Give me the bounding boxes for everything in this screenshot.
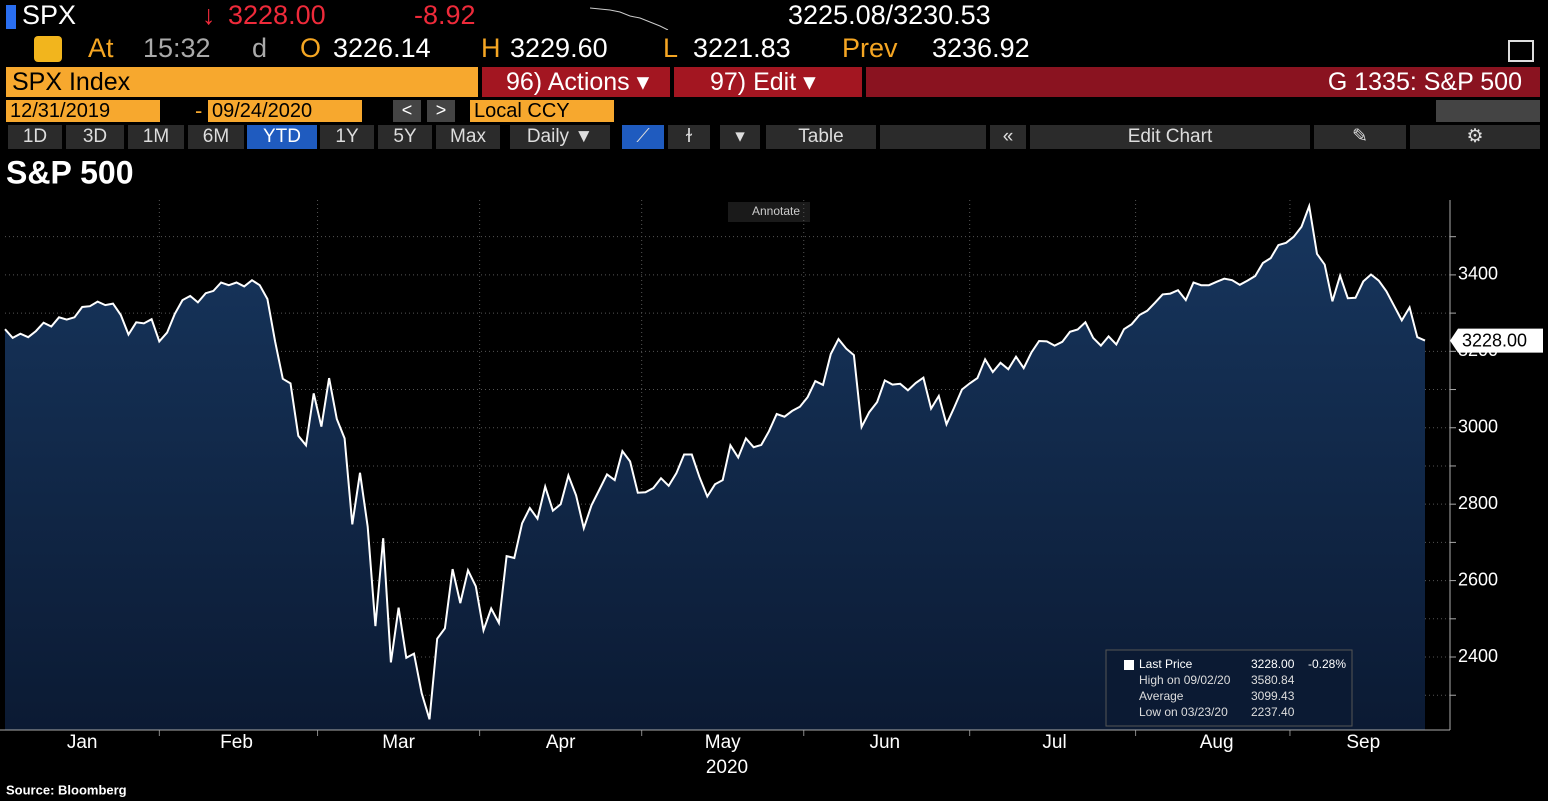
frequency[interactable]: Daily ▼: [510, 125, 610, 149]
time: 15:32: [143, 33, 211, 63]
last-price: 3228.00: [228, 0, 326, 30]
prev: 3236.92: [932, 33, 1030, 63]
annotate-button[interactable]: [728, 202, 810, 222]
stats-value: 3580.84: [1251, 673, 1295, 687]
low: 3221.83: [693, 33, 791, 63]
settings-button[interactable]: ⚙: [1410, 125, 1540, 149]
sparkline: [590, 7, 669, 30]
time-flag: d: [252, 33, 268, 63]
price-line: [4, 202, 1426, 720]
edit-chart-button[interactable]: Edit Chart: [1030, 125, 1310, 149]
ticker-marker: [6, 5, 16, 29]
x-tick-label: May: [705, 732, 741, 753]
stats-value: 2237.40: [1251, 705, 1295, 719]
end-date[interactable]: 09/24/2020: [208, 100, 362, 122]
y-tick-label: 2600: [1458, 569, 1498, 589]
actions-label: 96) Actions: [506, 68, 630, 96]
last-swatch: [1124, 660, 1134, 670]
frequency-label: Daily: [526, 126, 570, 147]
currency[interactable]: Local CCY: [470, 100, 614, 122]
stats-label: Average: [1139, 689, 1184, 703]
table-button[interactable]: Table: [766, 125, 876, 149]
range-button[interactable]: Max: [436, 125, 500, 149]
line-chart-icon[interactable]: ⟋: [622, 125, 664, 149]
y-tick-label: 3400: [1458, 264, 1498, 284]
low-label: L: [663, 33, 679, 63]
x-tick-label: Jul: [1042, 732, 1066, 753]
chart: S&P 500 Annotate Source: Bloomberg 2400 2…: [0, 154, 1543, 797]
stats-label: High on 09/02/20: [1139, 673, 1231, 687]
chart-title: S&P 500: [6, 154, 134, 190]
x-tick-label: Apr: [546, 732, 576, 753]
at-label: At: [88, 33, 114, 63]
bar-chart-icon[interactable]: ɫ: [668, 125, 710, 149]
toolbar-spacer: [880, 125, 986, 149]
range-button[interactable]: 6M: [188, 125, 244, 149]
range-button[interactable]: 5Y: [378, 125, 432, 149]
ticker: SPX: [22, 0, 77, 30]
stats-box: [1105, 649, 1353, 727]
last-price-label: 3228.00: [1462, 330, 1527, 350]
popout-icon[interactable]: [1508, 40, 1534, 62]
range-button[interactable]: 1Y: [320, 125, 374, 149]
prev-period[interactable]: <: [393, 100, 421, 122]
stats-value: 3228.00: [1251, 657, 1295, 671]
start-date[interactable]: 12/31/2019: [6, 100, 160, 122]
range-button[interactable]: 1M: [128, 125, 184, 149]
stats-change: -0.28%: [1308, 657, 1346, 671]
draw-button[interactable]: ✎: [1314, 125, 1406, 149]
stats-label: Low on 03/23/20: [1139, 705, 1228, 719]
high-label: H: [481, 33, 501, 63]
y-tick-label: 2800: [1458, 493, 1498, 513]
stats-label: Last Price: [1139, 657, 1193, 671]
source: Source: Bloomberg: [6, 782, 127, 797]
area: [5, 206, 1425, 731]
y-tick-label: 3000: [1458, 416, 1498, 436]
open: 3226.14: [333, 33, 431, 63]
range-button[interactable]: 1D: [8, 125, 62, 149]
y-tick-label: 2400: [1458, 646, 1498, 666]
x-tick-label: Feb: [220, 732, 253, 753]
x-axis-label: 2020: [706, 757, 748, 778]
date-separator: -: [195, 98, 203, 123]
chart-menu[interactable]: ▾: [720, 125, 760, 149]
net-change: -8.92: [414, 0, 476, 30]
collapse-button[interactable]: «: [990, 125, 1026, 149]
edit-label: 97) Edit: [710, 68, 797, 96]
terminal-icon[interactable]: [34, 36, 62, 62]
actions-button[interactable]: 96) Actions ▾: [482, 67, 670, 97]
stats-value: 3099.43: [1251, 689, 1295, 703]
x-tick-label: Mar: [382, 732, 415, 753]
x-tick-label: Sep: [1346, 732, 1380, 753]
range-button[interactable]: YTD: [247, 125, 317, 149]
next-period[interactable]: >: [427, 100, 455, 122]
range-button[interactable]: 3D: [66, 125, 124, 149]
undo-redo[interactable]: [1436, 100, 1540, 122]
down-arrow: ↓: [202, 0, 216, 30]
bid-ask: 3225.08/3230.53: [788, 0, 991, 30]
edit-button[interactable]: 97) Edit ▾: [674, 67, 862, 97]
high: 3229.60: [510, 33, 608, 63]
last-price-tag: [1450, 328, 1543, 353]
x-tick-label: Jan: [67, 732, 98, 753]
open-label: O: [300, 33, 322, 63]
page-title: G 1335: S&P 500: [866, 67, 1540, 97]
annotate-label: Annotate: [752, 204, 800, 218]
x-tick-label: Jun: [869, 732, 900, 753]
prev-label: Prev: [842, 33, 898, 63]
security-field[interactable]: SPX Index: [6, 67, 478, 97]
x-tick-label: Aug: [1200, 732, 1234, 753]
